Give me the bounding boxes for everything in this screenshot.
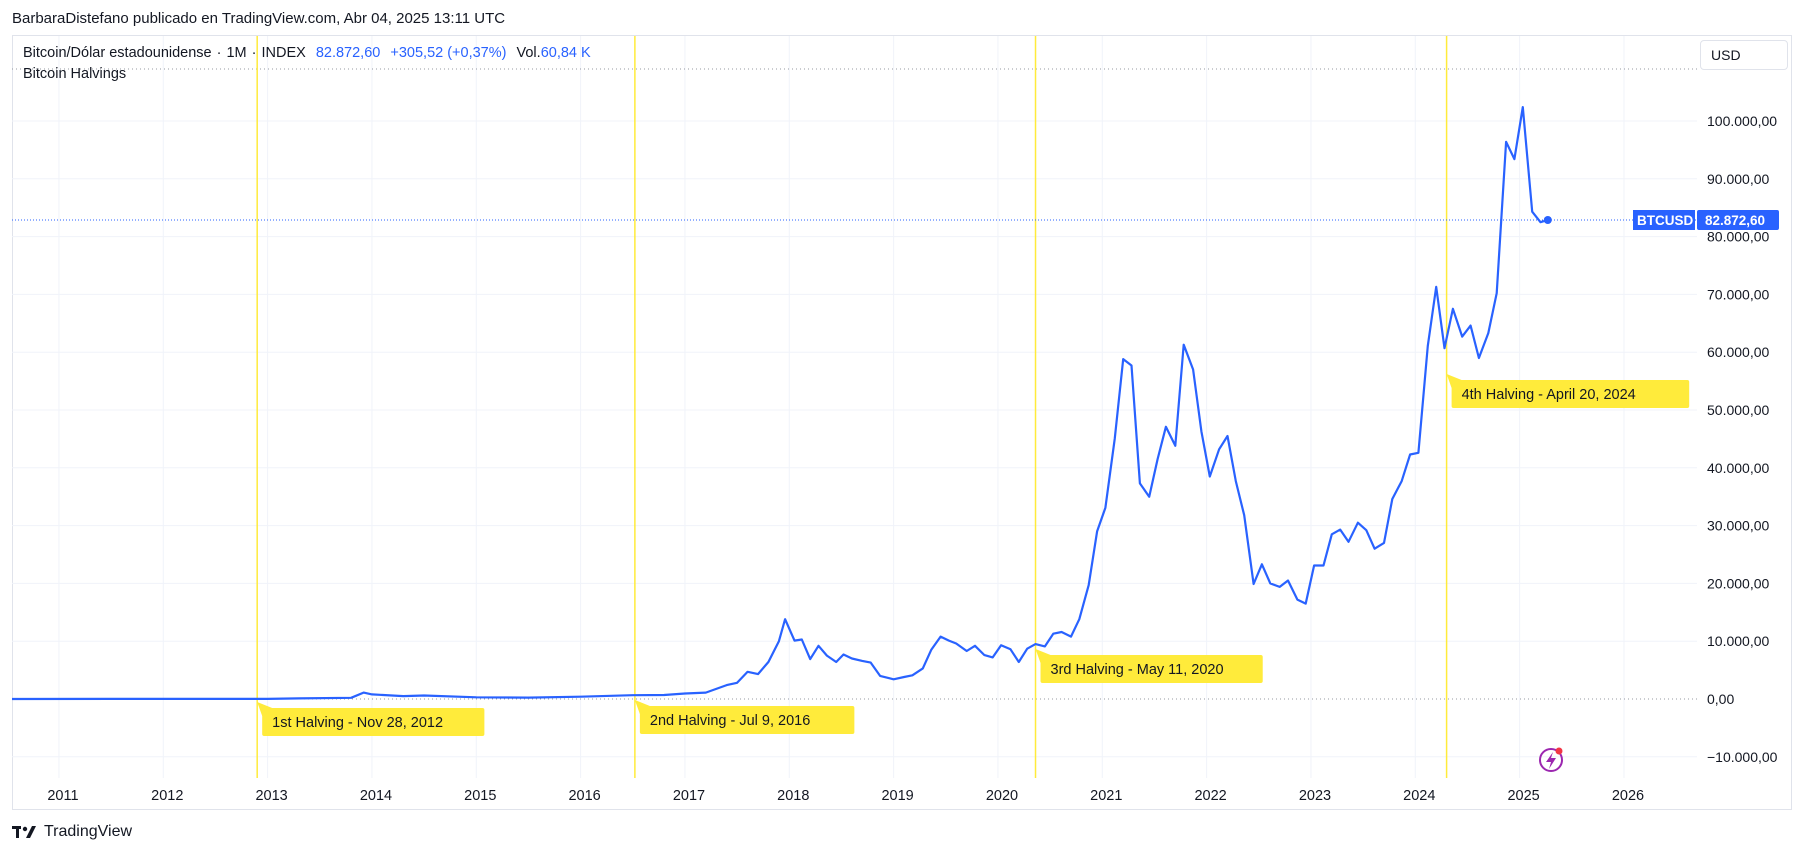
x-tick-label: 2014 xyxy=(360,788,392,804)
y-tick-label: 90.000,00 xyxy=(1707,171,1769,187)
legend-vol-label: Vol. xyxy=(516,45,541,61)
tradingview-logo-icon xyxy=(12,826,36,838)
x-tick-label: 2024 xyxy=(1403,788,1435,804)
halving-label-text: 1st Halving - Nov 28, 2012 xyxy=(272,715,443,731)
halving-label[interactable]: 4th Halving - April 20, 2024 xyxy=(1446,374,1690,408)
x-tick-label: 2011 xyxy=(47,788,78,804)
y-tick-label: 30.000,00 xyxy=(1707,518,1769,534)
legend-price: 82.872,60 xyxy=(315,45,381,61)
series-legend[interactable]: Bitcoin/Dólar estadounidense · 1M · INDEX 82… xyxy=(23,45,591,61)
halving-label-text: 3rd Halving - May 11, 2020 xyxy=(1051,662,1224,678)
lightning-icon[interactable] xyxy=(1539,747,1563,772)
y-tick-label: 20.000,00 xyxy=(1707,575,1769,591)
legend-change: +305,52 (+0,37%) xyxy=(390,45,507,61)
x-tick-label: 2020 xyxy=(986,788,1018,804)
x-tick-label: 2021 xyxy=(1090,788,1122,804)
x-tick-label: 2015 xyxy=(464,788,496,804)
x-tick-label: 2012 xyxy=(151,788,183,804)
y-tick-label: 0,00 xyxy=(1707,691,1734,707)
price-tag-value: 82.872,60 xyxy=(1705,213,1765,228)
x-tick-label: 2023 xyxy=(1299,788,1331,804)
indicator-legend[interactable]: Bitcoin Halvings xyxy=(23,66,127,82)
halving-label-text: 2nd Halving - Jul 9, 2016 xyxy=(650,713,810,729)
y-tick-label: 40.000,00 xyxy=(1707,460,1769,476)
footer-brand-text: TradingView xyxy=(44,823,133,840)
price-series-line xyxy=(11,106,1549,701)
price-tag-symbol: BTCUSD xyxy=(1637,213,1693,228)
legend-symbol: Bitcoin/Dólar estadounidense xyxy=(23,45,212,61)
legend-vol-value: 60,84 K xyxy=(540,45,591,61)
publisher-line: BarbaraDistefano publicado en TradingVie… xyxy=(12,10,506,27)
y-tick-label: 100.000,00 xyxy=(1707,113,1777,129)
halving-label[interactable]: 3rd Halving - May 11, 2020 xyxy=(1035,649,1263,683)
price-tag: BTCUSD 82.872,60 xyxy=(1633,209,1779,230)
y-tick-label: 70.000,00 xyxy=(1707,286,1769,302)
legend-source: INDEX xyxy=(261,45,306,61)
last-price-dot xyxy=(1543,215,1552,224)
x-tick-label: 2016 xyxy=(568,788,600,804)
x-tick-label: 2013 xyxy=(255,788,287,804)
legend-interval: 1M xyxy=(226,45,247,61)
chart-frame xyxy=(12,35,1792,810)
currency-button[interactable]: USD xyxy=(1700,40,1788,70)
halving-label[interactable]: 1st Halving - Nov 28, 2012 xyxy=(257,702,485,736)
x-tick-label: 2019 xyxy=(881,788,913,804)
y-tick-label: −10.000,00 xyxy=(1707,749,1778,765)
halving-label-text: 4th Halving - April 20, 2024 xyxy=(1462,387,1636,403)
halving-label[interactable]: 2nd Halving - Jul 9, 2016 xyxy=(634,700,855,734)
x-tick-label: 2017 xyxy=(673,788,705,804)
x-tick-label: 2018 xyxy=(777,788,809,804)
x-tick-label: 2025 xyxy=(1507,788,1539,804)
footer-brand[interactable]: TradingView xyxy=(12,823,132,841)
y-tick-label: 80.000,00 xyxy=(1707,229,1769,245)
y-tick-label: 60.000,00 xyxy=(1707,344,1769,360)
y-tick-label: 10.000,00 xyxy=(1707,633,1769,649)
x-tick-label: 2022 xyxy=(1194,788,1226,804)
y-tick-label: 50.000,00 xyxy=(1707,402,1769,418)
x-tick-label: 2026 xyxy=(1612,788,1644,804)
